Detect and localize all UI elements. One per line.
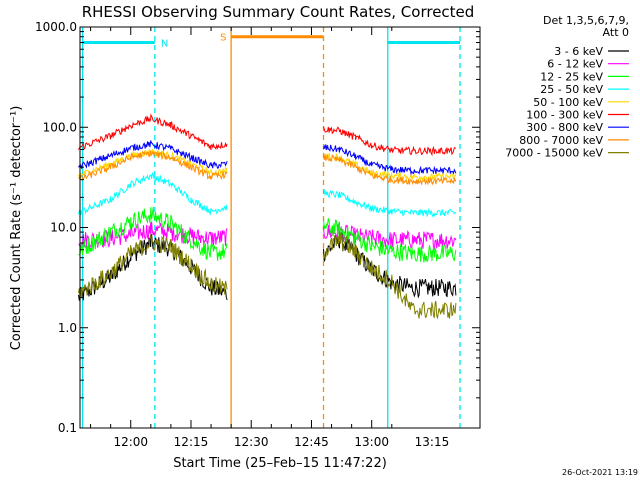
flag-label-N: N — [161, 39, 168, 50]
x-tick-label: 12:15 — [174, 435, 209, 449]
x-axis-label: Start Time (25–Feb–15 11:47:22) — [173, 456, 387, 471]
series-line-8 — [78, 231, 457, 320]
legend-label: 6 - 12 keV — [547, 58, 603, 71]
y-tick-label: 1.0 — [58, 321, 77, 335]
legend-label: 300 - 800 keV — [526, 121, 603, 134]
x-tick-label: 13:00 — [354, 435, 389, 449]
series-line-3 — [78, 171, 457, 218]
y-tick-label: 10.0 — [50, 221, 77, 235]
legend-label: 7000 - 15000 keV — [505, 147, 603, 160]
legend-label: 100 - 300 keV — [526, 109, 603, 122]
x-tick-label: 13:15 — [415, 435, 450, 449]
chart-title: RHESSI Observing Summary Count Rates, Co… — [82, 3, 475, 21]
y-tick-label: 100.0 — [43, 120, 77, 134]
x-tick-label: 12:00 — [113, 435, 148, 449]
y-tick-label: 0.1 — [58, 421, 77, 435]
legend-label: 800 - 7000 keV — [519, 134, 603, 147]
legend-label: 25 - 50 keV — [540, 83, 603, 96]
plot-frame — [79, 26, 481, 429]
flag-label-S: S — [220, 33, 226, 44]
y-tick-label: 1000.0 — [35, 20, 77, 34]
x-tick-label: 12:45 — [294, 435, 329, 449]
series-line-1 — [78, 221, 457, 250]
series-line-6 — [78, 140, 457, 176]
plot-area: N S 0.1 1.0 10.0 100.0 1000.0 12:00 12:15 12:30 12… — [35, 20, 481, 449]
legend-title-line-1: Det 1,3,5,6,7,9, — [543, 14, 629, 27]
series-line-7 — [78, 149, 457, 186]
legend-label: 12 - 25 keV — [540, 70, 603, 83]
y-axis-label: Corrected Count Rate (s⁻¹ detector⁻¹) — [9, 106, 24, 351]
footer-date: 26-Oct-2021 13:19 — [562, 468, 638, 477]
legend-label: 50 - 100 keV — [533, 96, 603, 109]
legend-title-line-2: Att 0 — [603, 26, 629, 39]
series-line-5 — [78, 113, 457, 157]
series-line-4 — [78, 149, 457, 182]
x-tick-label: 12:30 — [234, 435, 269, 449]
legend-label: 3 - 6 keV — [554, 45, 603, 58]
